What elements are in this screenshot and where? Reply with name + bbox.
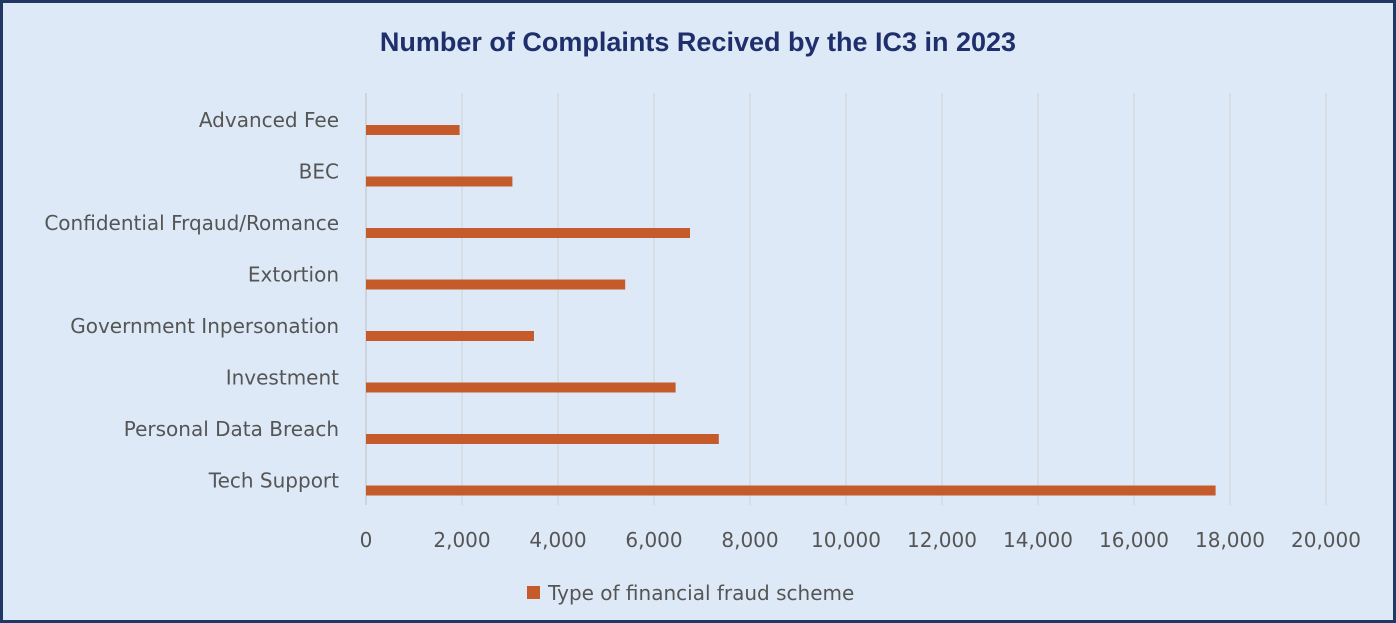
- x-tick-label: 0: [360, 528, 373, 552]
- x-tick-label: 18,000: [1195, 528, 1265, 552]
- bar: [366, 279, 626, 290]
- bars: [366, 125, 1216, 496]
- x-tick-label: 6,000: [625, 528, 682, 552]
- x-tick-label: 20,000: [1291, 528, 1361, 552]
- category-labels: Advanced Fee BEC Confidential Frqaud/Roman…: [44, 108, 339, 493]
- bar: [366, 382, 676, 393]
- category-label: Advanced Fee: [199, 108, 339, 132]
- bar: [366, 176, 513, 187]
- category-label: Extortion: [248, 263, 339, 287]
- category-label: Tech Support: [208, 469, 339, 493]
- legend-label: Type of financial fraud scheme: [547, 581, 854, 605]
- x-tick-labels: 0 2,000 4,000 6,000 8,000 10,000 12,000 14,000 1…: [360, 528, 1361, 552]
- x-tick-label: 12,000: [907, 528, 977, 552]
- x-tick-label: 10,000: [811, 528, 881, 552]
- x-tick-label: 2,000: [433, 528, 490, 552]
- bar: [366, 228, 690, 238]
- category-label: Government Inpersonation: [70, 314, 339, 338]
- bar: [366, 125, 460, 135]
- legend: Type of financial fraud scheme: [527, 581, 854, 605]
- category-label: Confidential Frqaud/Romance: [44, 211, 339, 235]
- bar: [366, 485, 1216, 496]
- category-label: BEC: [299, 160, 339, 184]
- bar: [366, 331, 534, 341]
- x-tick-label: 14,000: [1003, 528, 1073, 552]
- bar: [366, 434, 719, 444]
- x-tick-label: 4,000: [529, 528, 586, 552]
- x-tick-label: 16,000: [1099, 528, 1169, 552]
- category-label: Investment: [226, 366, 339, 390]
- chart-title: Number of Complaints Recived by the IC3 …: [379, 27, 1017, 57]
- category-label: Personal Data Breach: [124, 417, 339, 441]
- legend-swatch: [527, 586, 540, 599]
- x-tick-label: 8,000: [721, 528, 778, 552]
